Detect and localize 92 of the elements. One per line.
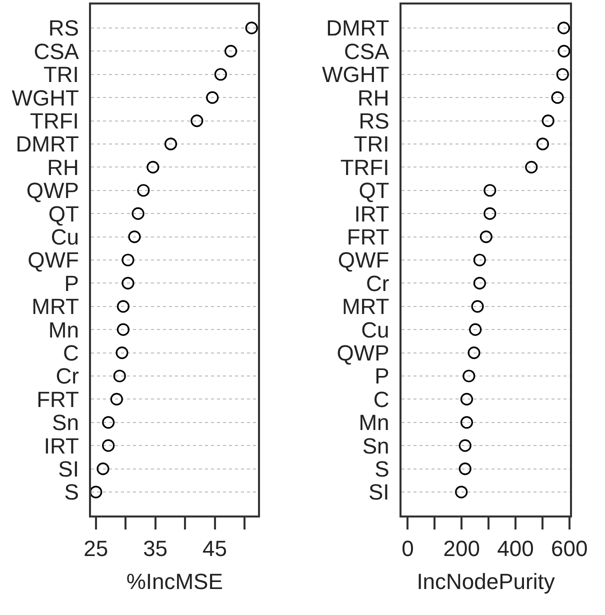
y-tick-label: Mn (48, 317, 79, 342)
y-tick-label: RH (47, 154, 79, 180)
point (460, 392, 474, 406)
point (558, 44, 570, 58)
point (102, 439, 115, 452)
x-tick-label: 45 (202, 536, 227, 561)
y-tick-label: IRT (44, 433, 79, 458)
y-tick-label: RS (358, 108, 390, 134)
y-tick-label: CSA (34, 38, 80, 64)
y-tick-label: TRFI (340, 154, 390, 180)
x-tick-label: 200 (443, 536, 480, 561)
y-tick-label: S (64, 480, 79, 505)
y-tick-label: Cr (366, 270, 390, 296)
point (190, 114, 204, 128)
point (245, 22, 258, 34)
y-tick-label: QT (358, 178, 390, 204)
x-axis-title: %IncMSE (126, 569, 223, 594)
y-tick-label: QWF (338, 248, 390, 273)
point (224, 44, 238, 58)
y-tick-label: Cu (361, 317, 390, 342)
y-tick-label: IRT (354, 201, 390, 226)
point (458, 462, 472, 476)
point (557, 22, 570, 34)
point (462, 370, 476, 382)
y-tick-label: Sn (52, 410, 79, 436)
y-tick-label: Sn (362, 433, 390, 458)
point (460, 416, 474, 429)
y-tick-label: P (64, 270, 79, 296)
y-tick-label: SI (368, 480, 390, 505)
point (455, 486, 468, 498)
y-tick-label: QWP (26, 178, 79, 204)
y-tick-label: MRT (32, 294, 79, 320)
point (556, 68, 569, 81)
y-tick-label: RS (48, 16, 79, 41)
point (132, 207, 144, 220)
point (542, 114, 554, 128)
point (122, 276, 134, 290)
y-tick-label: QWP (336, 340, 390, 366)
point (536, 138, 549, 150)
y-tick-label: FRT (36, 386, 79, 412)
point (473, 254, 486, 266)
y-tick-label: TRFI (30, 108, 79, 134)
point (116, 300, 130, 313)
point (164, 138, 178, 150)
y-tick-label: S (374, 456, 390, 482)
point (468, 346, 480, 360)
point (146, 160, 160, 174)
y-tick-label: CSA (344, 38, 390, 64)
y-tick-label: QWF (28, 248, 79, 273)
y-tick-label: Mn (358, 410, 390, 436)
y-tick-label: DMRT (326, 16, 390, 41)
x-tick-label: 400 (497, 536, 534, 561)
point (458, 439, 472, 452)
point (96, 462, 110, 476)
point (90, 486, 102, 498)
point (469, 323, 482, 336)
point (551, 91, 564, 104)
y-tick-label: WGHT (322, 62, 390, 88)
point (484, 184, 496, 197)
point (116, 323, 130, 336)
x-tick-label: 0 (402, 536, 414, 561)
point (471, 300, 484, 313)
x-tick-label: 600 (551, 536, 588, 561)
y-tick-label: C (373, 386, 390, 412)
y-tick-label: RH (357, 85, 390, 110)
point (480, 230, 492, 244)
y-tick-label: MRT (342, 294, 390, 320)
y-tick-label: FRT (346, 224, 390, 250)
y-tick-label: TRI (354, 132, 390, 157)
point (137, 184, 150, 197)
point (206, 91, 219, 104)
point (128, 230, 141, 244)
point (116, 346, 128, 360)
point (214, 68, 227, 81)
x-tick-label: 25 (84, 536, 108, 561)
point (110, 392, 123, 406)
y-tick-label: Cr (56, 364, 79, 389)
y-tick-label: TRI (43, 62, 79, 88)
point (102, 416, 115, 429)
x-axis-title: IncNodePurity (416, 569, 555, 594)
y-tick-label: C (63, 340, 80, 366)
point (122, 254, 134, 266)
y-tick-label: QT (48, 201, 79, 226)
y-tick-label: P (374, 364, 390, 389)
point (473, 276, 486, 290)
point (113, 370, 126, 382)
y-tick-label: DMRT (16, 132, 79, 157)
point (525, 160, 538, 174)
x-tick-label: 35 (143, 536, 168, 561)
point (484, 207, 496, 220)
y-tick-label: SI (58, 456, 79, 482)
y-tick-label: WGHT (12, 85, 79, 110)
